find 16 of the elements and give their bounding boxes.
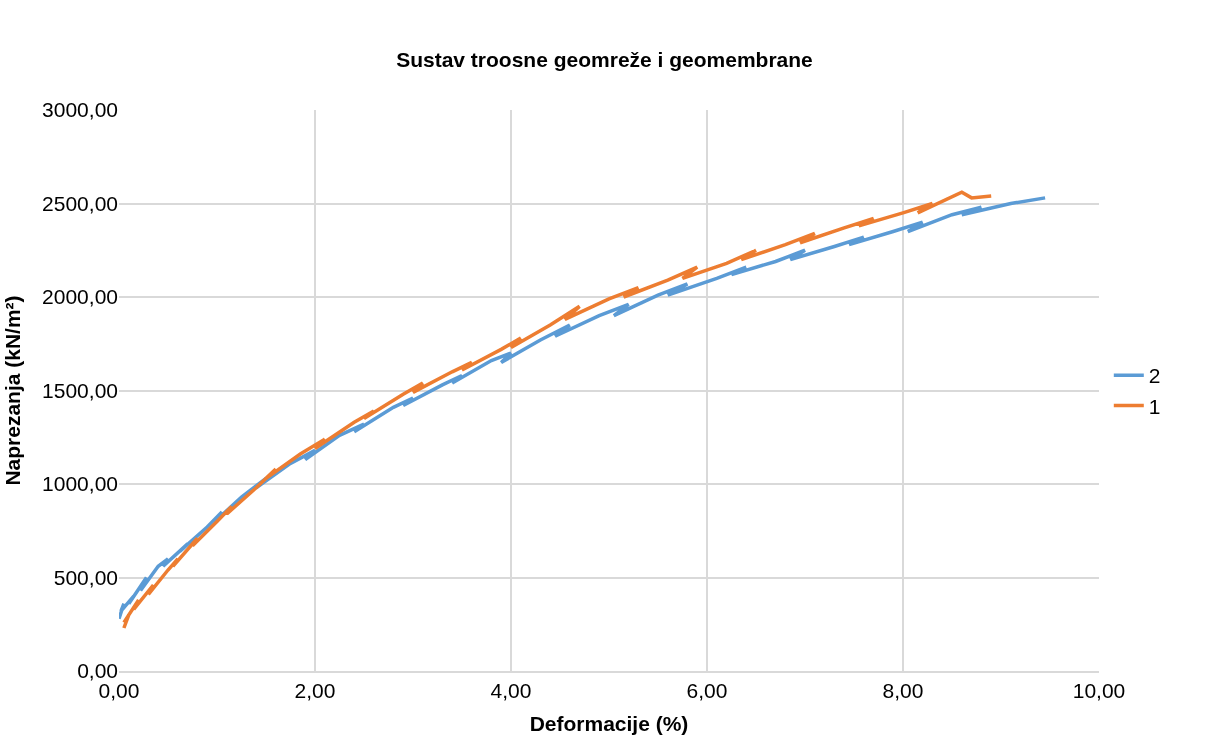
- x-tick-label: 4,00: [490, 679, 532, 703]
- legend-label: 2: [1148, 364, 1161, 388]
- y-axis-title: Naprezanja (kN/m²): [1, 295, 25, 486]
- chart-title: Sustav troosne geomreže i geomembrane: [396, 48, 813, 72]
- x-tick-label: 6,00: [686, 679, 728, 703]
- legend-label: 1: [1148, 394, 1161, 418]
- x-axis-title: Deformacije (%): [529, 711, 689, 735]
- y-tick-label: 1500,00: [42, 378, 118, 402]
- x-tick-label: 8,00: [882, 679, 924, 703]
- y-tick-label: 500,00: [53, 565, 118, 589]
- y-tick-label: 2500,00: [42, 191, 118, 215]
- y-tick-label: 2000,00: [42, 285, 118, 309]
- y-tick-label: 1000,00: [42, 472, 118, 496]
- y-tick-label: 3000,00: [42, 98, 118, 122]
- x-tick-label: 10,00: [1072, 679, 1126, 703]
- x-tick-label: 2,00: [294, 679, 336, 703]
